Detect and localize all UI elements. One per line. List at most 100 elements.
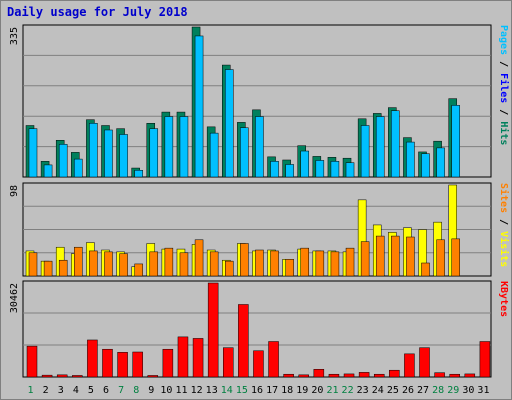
pages-bar [89, 123, 98, 178]
kbytes-bar [177, 336, 189, 378]
kbytes-bar [313, 369, 325, 378]
x-tick-label: 2 [43, 385, 49, 396]
pages-bar [43, 164, 53, 178]
sites-bar [451, 238, 460, 277]
kbytes-bar [298, 374, 309, 378]
sites-bar [74, 246, 83, 277]
kbytes-bar [283, 373, 294, 378]
pages-bar [225, 69, 234, 178]
pages-bar [134, 170, 143, 178]
kbytes-bar [268, 341, 279, 378]
x-tick-label: 26 [402, 385, 414, 396]
kbytes-bar [132, 351, 143, 378]
sites-bar [179, 252, 189, 277]
legend-separator: / [498, 103, 509, 121]
sites-bar [194, 239, 204, 277]
sites-bar [300, 247, 309, 277]
kbytes-bar [207, 282, 219, 378]
kbytes-bar [434, 372, 445, 378]
legend-item: Files [498, 73, 510, 103]
legend-separator: / [498, 213, 509, 231]
pages-bar [209, 132, 219, 178]
pages-bar [451, 105, 460, 178]
pages-bar [315, 160, 325, 178]
x-tick-label: 21 [326, 385, 338, 396]
sites-bar [89, 250, 98, 277]
sites-bar [406, 236, 415, 277]
pages-bar [104, 129, 113, 178]
x-tick-label: 15 [236, 385, 248, 396]
x-tick-label: 6 [103, 385, 109, 396]
legend-1: Pages / Files / Hits [498, 25, 510, 145]
x-tick-label: 8 [133, 385, 139, 396]
kbytes-bar [343, 373, 355, 378]
kbytes-bar [358, 372, 370, 378]
kbytes-bar [162, 348, 174, 378]
kbytes-bar [192, 338, 204, 378]
x-tick-label: 20 [311, 385, 323, 396]
kbytes-bar [404, 353, 415, 378]
x-tick-label: 3 [58, 385, 64, 396]
sites-bar [134, 263, 143, 277]
legend-3: KBytes [498, 281, 509, 317]
x-tick-label: 11 [175, 385, 187, 396]
pages-bar [330, 161, 340, 178]
sites-bar [315, 250, 325, 277]
x-tick-label: 22 [342, 385, 354, 396]
sites-bar [240, 243, 249, 277]
x-tick-label: 29 [447, 385, 459, 396]
pages-bar [421, 153, 430, 178]
pages-bar [58, 144, 68, 178]
x-tick-label: 18 [281, 385, 293, 396]
x-tick-label: 16 [251, 385, 263, 396]
y-max-label-3: 30462 [9, 283, 20, 313]
sites-bar [43, 260, 53, 277]
pages-bar [285, 164, 294, 178]
pages-bar [270, 161, 279, 178]
legend-separator: / [498, 55, 509, 73]
pages-bar [300, 150, 309, 178]
pages-bar [375, 116, 385, 178]
sites-bar [360, 241, 370, 277]
pages-bar [119, 134, 128, 178]
x-tick-label: 25 [387, 385, 399, 396]
kbytes-bar [87, 339, 98, 378]
sites-bar [285, 259, 294, 277]
kbytes-bar [419, 347, 430, 378]
sites-bar [270, 250, 279, 277]
kbytes-bar [72, 375, 83, 378]
pages-bar [240, 127, 249, 178]
kbytes-bar [328, 373, 340, 378]
kbytes-bar [117, 352, 128, 378]
kbytes-bar [223, 347, 234, 378]
pages-bar [179, 116, 189, 178]
kbytes-bar [464, 373, 476, 378]
legend-item: Sites [498, 183, 510, 213]
x-tick-label: 5 [88, 385, 94, 396]
x-tick-label: 13 [206, 385, 218, 396]
chart-title: Daily usage for July 2018 [7, 5, 188, 19]
pages-bar [255, 116, 264, 178]
sites-bar [330, 251, 340, 277]
kbytes-bar [238, 304, 249, 378]
sites-bar [436, 239, 445, 277]
sites-bar [391, 235, 400, 277]
x-tick-label: 14 [221, 385, 233, 396]
sites-bar [209, 251, 219, 277]
x-tick-label: 17 [266, 385, 278, 396]
x-tick-label: 24 [372, 385, 384, 396]
pages-bar [194, 35, 204, 178]
sites-bar [345, 247, 355, 277]
pages-bar [149, 128, 159, 178]
y-max-label-2: 98 [9, 185, 20, 197]
sites-bar [375, 235, 385, 277]
kbytes-bar [26, 345, 38, 378]
x-tick-label: 7 [118, 385, 124, 396]
sites-bar [119, 253, 128, 277]
sites-bar [421, 262, 430, 277]
kbytes-bar [102, 348, 113, 378]
kbytes-bar [479, 341, 491, 378]
x-tick-label: 12 [191, 385, 203, 396]
